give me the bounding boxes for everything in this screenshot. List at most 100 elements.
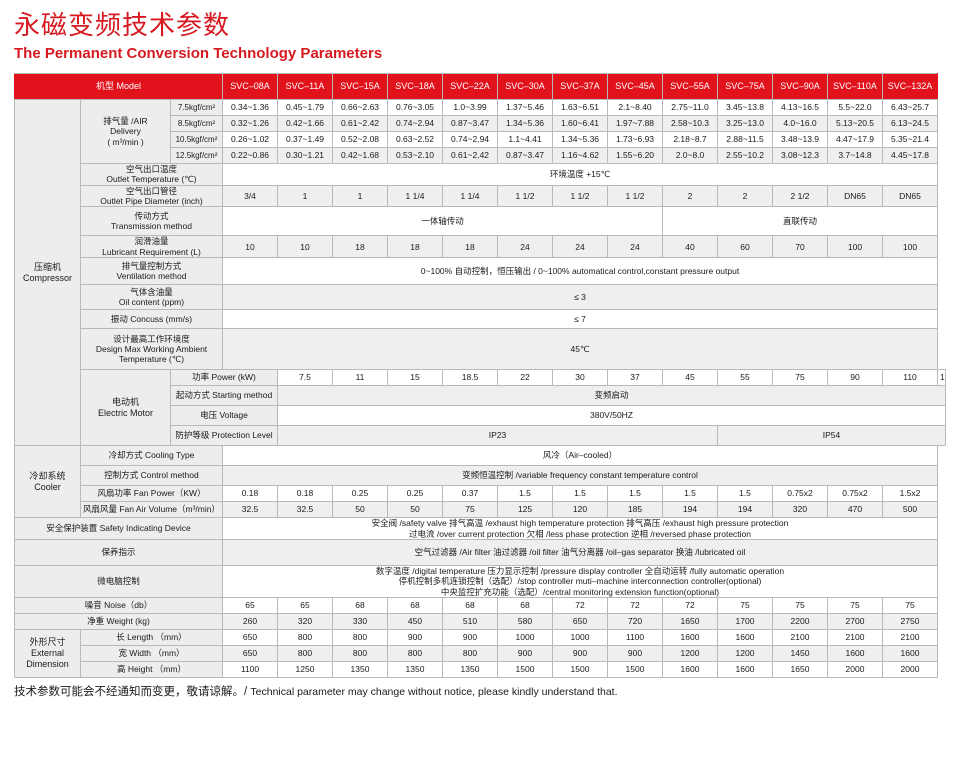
air-delivery-pressure-3: 12.5kgf/cm² (170, 147, 223, 164)
cell: 0.61~2.42 (332, 115, 388, 132)
page-title-cn: 永磁变频技术参数 (14, 10, 231, 40)
cell: 75 (772, 596, 828, 614)
cell: 0.37~1.49 (277, 131, 333, 148)
cell: 2 (662, 184, 718, 208)
cell: 580 (497, 612, 553, 630)
group-label-compressor-cn: 压缩机 (33, 261, 61, 272)
group-label-cooler-cn: 冷却系统 (29, 470, 66, 481)
air-delivery-label-unit: ( m³/min ) (107, 136, 144, 147)
microcomputer-line-2: 停机控制多机连锁控制（选配）/stop controller muti–mach… (398, 576, 762, 587)
air-delivery-pressure-2: 10.5kgf/cm² (170, 131, 223, 148)
cell: 2100 (772, 628, 828, 646)
cell: 75 (882, 596, 938, 614)
cell: 0.61~2.42 (442, 147, 498, 164)
cell: 1350 (387, 660, 443, 678)
cell: 1100 (222, 660, 278, 678)
cell: 1200 (717, 644, 773, 662)
cell: 5.5~22.0 (827, 99, 883, 116)
cell: 100 (882, 235, 938, 259)
cell: 1.5 (552, 485, 608, 503)
cell: 4.47~17.9 (827, 131, 883, 148)
cell: 1.1~4.41 (497, 131, 553, 148)
cell: 1350 (442, 660, 498, 678)
cell: 800 (277, 644, 333, 662)
safety-line-1: 安全阀 /safety valve 排气高温 /exhaust high tem… (371, 518, 789, 529)
cell: 0.42~1.66 (277, 115, 333, 132)
cell: 800 (387, 644, 443, 662)
cell: 1 1/4 (387, 184, 443, 208)
cell: 37 (607, 369, 663, 387)
cell: 72 (552, 596, 608, 614)
microcomputer-line-1: 数字温度 /digital temperature 压力显示控制 /pressu… (375, 565, 785, 576)
ventilation-value: 0~100% 自动控制，恒压输出 / 0~100% automatical co… (222, 257, 938, 286)
table-row-fan-power: 风扇功率 Fan Power（KW） 0.18 0.18 0.25 0.25 0… (15, 485, 946, 503)
cell: 1000 (552, 628, 608, 646)
safety-value: 安全阀 /safety valve 排气高温 /exhaust high tem… (222, 517, 938, 540)
table-row-max-ambient-temperature: 设计最高工作环境度 Design Max Working Ambient Tem… (15, 328, 946, 371)
cell: 0.18 (222, 485, 278, 503)
param-label-width: 宽 Width （mm） (80, 644, 223, 662)
cell: 110 (882, 369, 938, 387)
param-label-control-method: 控制方式 Control method (80, 465, 223, 487)
cell: 1.0~3.99 (442, 99, 498, 116)
param-label-starting-method: 起动方式 Starting method (170, 385, 278, 407)
cell: 0.63~2.52 (387, 131, 443, 148)
cell: 260 (222, 612, 278, 630)
cell: 2 1/2 (772, 184, 828, 208)
transmission-label-cn: 传动方式 (134, 211, 169, 222)
cell: 3.48~13.9 (772, 131, 828, 148)
cell: 0.75x2 (772, 485, 828, 503)
model-col-11: SVC–110A (827, 73, 883, 100)
microcomputer-value: 数字温度 /digital temperature 压力显示控制 /pressu… (222, 564, 938, 598)
table-row-maintenance: 保养指示 空气过滤器 /Air filter 油过滤器 /oil filter … (14, 538, 946, 566)
cell: 800 (332, 628, 388, 646)
cell: 2 (717, 184, 773, 208)
cell: 2.88~11.5 (717, 131, 773, 148)
specification-table: 机型 Model SVC–08A SVC–11A SVC–15A SVC–18A… (14, 73, 946, 678)
cell: 60 (717, 235, 773, 259)
cell: 1000 (497, 628, 553, 646)
cell: 1 1/2 (552, 184, 608, 208)
param-label-microcomputer: 微电脑控制 (14, 564, 223, 598)
footer-note-en: Technical parameter may change without n… (250, 685, 618, 698)
cell: DN65 (882, 184, 938, 208)
cell: 1500 (552, 660, 608, 678)
cell: 65 (222, 596, 278, 614)
cell: 0.26~1.02 (222, 131, 278, 148)
cell: 470 (827, 501, 883, 519)
cell: 100 (827, 235, 883, 259)
cell: 1.34~5.36 (497, 115, 553, 132)
cell: 72 (662, 596, 718, 614)
cell: 0.22~0.86 (222, 147, 278, 164)
param-label-max-ambient: 设计最高工作环境度 Design Max Working Ambient Tem… (80, 328, 223, 371)
param-label-maintenance: 保养指示 (14, 538, 223, 566)
cell: 18 (387, 235, 443, 259)
cell: 68 (442, 596, 498, 614)
max-ambient-value: 45℃ (222, 328, 938, 371)
cell: 1500 (497, 660, 553, 678)
param-label-voltage: 电压 Voltage (170, 405, 278, 427)
cell: 650 (552, 612, 608, 630)
cell: 2.58~10.3 (662, 115, 718, 132)
transmission-label-en: Transmission method (111, 221, 192, 232)
cell: 1600 (717, 660, 773, 678)
model-col-3: SVC–18A (387, 73, 443, 100)
cell: 2750 (882, 612, 938, 630)
lubricant-label-cn: 润滑油量 (134, 236, 169, 247)
safety-line-2: 过电流 /over current protection 欠相 /less ph… (408, 528, 752, 539)
cell: 2.55~10.2 (717, 147, 773, 164)
cell: 4.13~16.5 (772, 99, 828, 116)
cell: 1.55~6.20 (607, 147, 663, 164)
group-label-dimension-en1: External (30, 647, 65, 658)
param-label-noise: 噪音 Noise（db） (14, 596, 223, 614)
table-row-air-delivery-12-5: 12.5kgf/cm² 0.22~0.86 0.30~1.21 0.42~1.6… (15, 147, 946, 164)
cell: 0.74~2.94 (387, 115, 443, 132)
group-label-motor-cn: 电动机 (111, 396, 139, 407)
table-row-noise: 噪音 Noise（db） 65 65 68 68 68 68 72 72 72 … (14, 596, 946, 614)
cell: 0.52~2.08 (332, 131, 388, 148)
model-col-12: SVC–132A (882, 73, 938, 100)
table-row-height: 高 Height （mm） 1100 1250 1350 1350 1350 1… (15, 660, 946, 678)
concuss-value: ≤ 7 (222, 309, 938, 330)
group-label-motor-en: Electric Motor (97, 407, 153, 418)
cell: 330 (332, 612, 388, 630)
